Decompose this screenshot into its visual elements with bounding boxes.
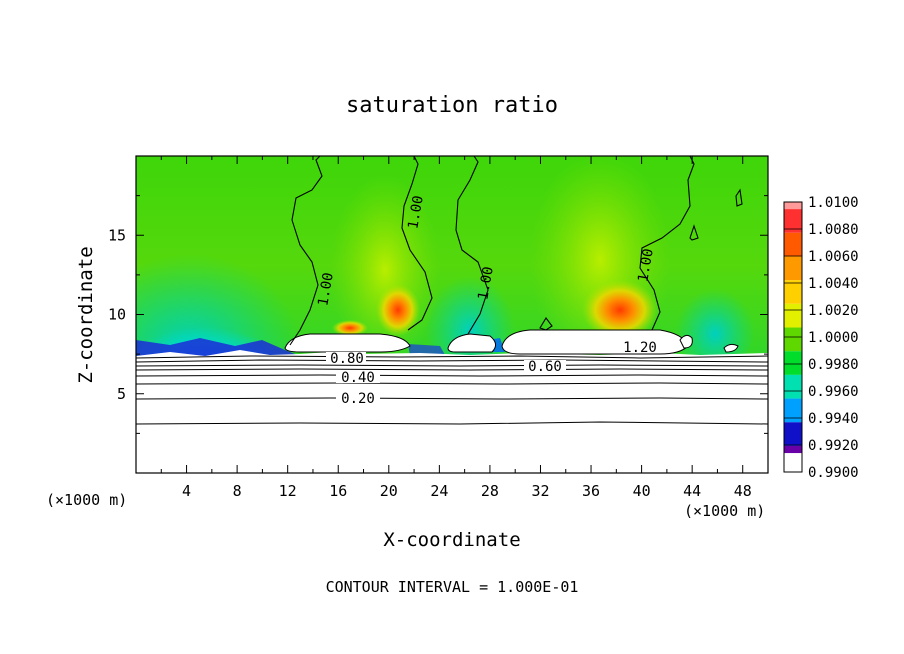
colorbar-label: 0.9900 bbox=[808, 465, 859, 481]
contour-label-1-00-d: 1.00 bbox=[635, 247, 657, 283]
colorbar-label: 1.0040 bbox=[808, 276, 859, 292]
y-tick-label: 15 bbox=[108, 226, 126, 244]
contour-label-0-60: 0.60 bbox=[528, 359, 562, 375]
colorbar-label: 1.0020 bbox=[808, 303, 859, 319]
x-tick-label: 12 bbox=[279, 482, 297, 500]
colorbar-swatch bbox=[784, 280, 802, 304]
y-axis: 5 10 15 bbox=[108, 195, 768, 434]
field-lower bbox=[136, 350, 768, 473]
hotspot-38km bbox=[582, 280, 658, 340]
hotspot-20km bbox=[376, 284, 420, 336]
colorbar-label: 1.0100 bbox=[808, 195, 859, 211]
cloud-small-2 bbox=[723, 343, 739, 353]
isolines-lower bbox=[136, 355, 768, 425]
footer-contour-interval: CONTOUR INTERVAL = 1.000E-01 bbox=[326, 578, 579, 596]
x-tick-label: 40 bbox=[633, 482, 651, 500]
colorbar-label: 0.9980 bbox=[808, 357, 859, 373]
colorbar-label: 0.9960 bbox=[808, 384, 859, 400]
y-tick-label: 10 bbox=[108, 306, 126, 324]
cloud-3 bbox=[501, 329, 689, 355]
cloud-1 bbox=[284, 333, 411, 353]
cloud-2 bbox=[447, 333, 496, 353]
contour-1-00-b bbox=[401, 156, 433, 331]
cloud-small-1 bbox=[679, 334, 693, 349]
contour-1-00-g bbox=[539, 317, 553, 331]
x-tick-label: 8 bbox=[233, 482, 242, 500]
contour-label-0-40: 0.40 bbox=[341, 370, 375, 386]
colorbar-swatch bbox=[784, 202, 802, 210]
x-axis: 4 8 12 16 20 24 28 32 36 40 44 48 bbox=[160, 156, 752, 500]
x-unit-right: (×1000 m) bbox=[684, 502, 765, 520]
contour-1-00-f bbox=[735, 188, 743, 207]
contour-1-00-d bbox=[639, 156, 695, 331]
hotspot-16km bbox=[332, 320, 368, 336]
x-tick-label: 48 bbox=[734, 482, 752, 500]
colorbar-swatch bbox=[784, 445, 802, 454]
colorbar-label: 0.9940 bbox=[808, 411, 859, 427]
contour-1-00-a bbox=[289, 156, 323, 346]
contour-labels: 1.00 1.00 1.00 1.00 0.80 0.60 0.40 0.20 … bbox=[315, 194, 657, 407]
contour-label-0-80: 0.80 bbox=[330, 351, 364, 367]
colorbar-label: 1.0080 bbox=[808, 222, 859, 238]
x-tick-label: 36 bbox=[582, 482, 600, 500]
x-unit-left: (×1000 m) bbox=[46, 491, 127, 509]
colorbar-swatch bbox=[784, 256, 802, 281]
colorbar-swatch bbox=[784, 232, 802, 257]
x-tick-label: 4 bbox=[182, 482, 191, 500]
colorbar-swatch bbox=[784, 327, 802, 352]
contour-1-00-e bbox=[689, 224, 699, 241]
colorbar-swatch bbox=[784, 374, 802, 399]
x-tick-label: 28 bbox=[481, 482, 499, 500]
contour-label-0-20: 0.20 bbox=[341, 391, 375, 407]
x-tick-label: 24 bbox=[430, 482, 448, 500]
colorbar-swatch bbox=[784, 209, 802, 233]
contour-label-1-20: 1.20 bbox=[623, 340, 657, 356]
plot-area bbox=[136, 156, 768, 473]
y-axis-label: Z-coordinate bbox=[75, 246, 97, 383]
colorbar-swatch bbox=[784, 303, 802, 328]
x-tick-label: 16 bbox=[329, 482, 347, 500]
colorbar-swatch bbox=[784, 351, 802, 375]
field-blue-base-2 bbox=[408, 344, 445, 356]
x-tick-label: 32 bbox=[531, 482, 549, 500]
chart-title: saturation ratio bbox=[346, 93, 558, 118]
contour-label-1-00-c: 1.00 bbox=[475, 265, 497, 301]
x-tick-label: 44 bbox=[683, 482, 701, 500]
contour-label-1-00-a: 1.00 bbox=[315, 271, 337, 307]
colorbar-label: 1.0000 bbox=[808, 330, 859, 346]
colorbar: 1.0100 1.0080 1.0060 1.0040 1.0020 1.0000 0.99… bbox=[783, 195, 859, 481]
colorbar-label: 1.0060 bbox=[808, 249, 859, 265]
x-axis-label: X-coordinate bbox=[383, 529, 520, 551]
contour-label-1-00-b: 1.00 bbox=[405, 194, 427, 230]
colorbar-swatch bbox=[784, 422, 802, 446]
colorbar-swatch bbox=[784, 398, 802, 423]
contour-1-00-c bbox=[455, 156, 489, 335]
colorbar-label: 0.9920 bbox=[808, 438, 859, 454]
x-tick-label: 20 bbox=[380, 482, 398, 500]
y-tick-label: 5 bbox=[117, 385, 126, 403]
